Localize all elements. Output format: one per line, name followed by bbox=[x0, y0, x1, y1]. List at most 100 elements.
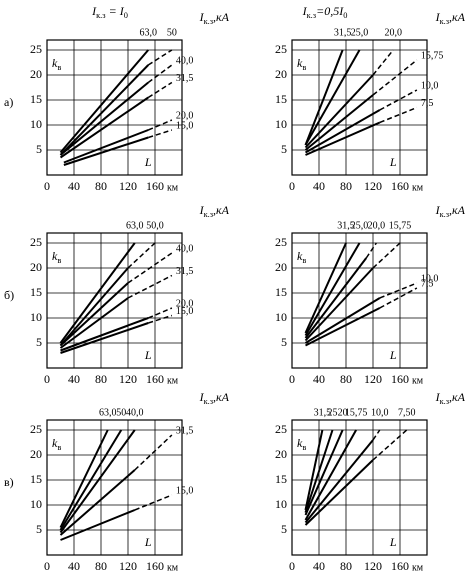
series-line bbox=[305, 109, 381, 154]
series-line bbox=[304, 459, 374, 526]
y-tick-label: 20 bbox=[275, 260, 287, 274]
series-label: 63,0 bbox=[126, 220, 144, 231]
series-line bbox=[304, 297, 381, 344]
y-label-part: в bbox=[57, 63, 61, 72]
series-line bbox=[147, 64, 173, 84]
series-label: 20,0 bbox=[176, 298, 194, 309]
x-tick-label: 0 bbox=[289, 372, 295, 386]
series-line bbox=[304, 429, 324, 511]
series-line bbox=[147, 81, 173, 99]
legend-title-part: ,кА bbox=[449, 10, 466, 24]
series-label: 50,0 bbox=[146, 220, 164, 231]
series-label: 31,5 bbox=[314, 407, 332, 418]
series-line bbox=[59, 96, 149, 159]
series-label: 25,0 bbox=[351, 27, 369, 38]
y-label-bg bbox=[295, 251, 311, 266]
series-line bbox=[304, 429, 344, 516]
series-line bbox=[59, 242, 136, 344]
y-tick-label: 10 bbox=[30, 117, 42, 131]
series-label: 20,0 bbox=[176, 110, 194, 121]
x-label-bg bbox=[387, 155, 400, 169]
column-header-part: к.з bbox=[96, 11, 106, 20]
x-tick-label: 40 bbox=[313, 559, 325, 573]
series-line bbox=[304, 267, 374, 342]
series-line bbox=[304, 439, 374, 524]
y-tick-label: 25 bbox=[275, 422, 287, 436]
series-label: 63,0 bbox=[99, 407, 117, 418]
y-label-bg bbox=[295, 438, 311, 453]
x-tick-label: 40 bbox=[68, 372, 80, 386]
x-tick-label: 0 bbox=[44, 559, 50, 573]
y-label: kв bbox=[297, 56, 306, 73]
x-unit: км bbox=[167, 375, 179, 386]
series-line bbox=[304, 242, 361, 337]
y-label: kв bbox=[297, 249, 306, 266]
series-label: 7,5 bbox=[421, 98, 434, 109]
x-tick-label: 40 bbox=[313, 179, 325, 193]
x-unit: км bbox=[412, 182, 424, 193]
legend-title-part: к.з bbox=[204, 210, 214, 219]
series-line bbox=[372, 49, 394, 76]
column-header-part: к.з bbox=[307, 11, 317, 20]
y-tick-label: 10 bbox=[30, 497, 42, 511]
series-line bbox=[59, 429, 136, 534]
series-label: 10,0 bbox=[371, 407, 389, 418]
y-label-part: k bbox=[52, 249, 58, 263]
series-label: 31,5 bbox=[176, 266, 194, 277]
series-line bbox=[379, 106, 418, 124]
legend-title-part: к.з bbox=[440, 397, 450, 406]
x-tick-label: 80 bbox=[95, 372, 107, 386]
y-tick-label: 20 bbox=[30, 67, 42, 81]
column-header-part: I bbox=[91, 4, 97, 18]
series-line bbox=[365, 242, 377, 259]
x-label-bg bbox=[142, 348, 155, 362]
y-tick-label: 20 bbox=[30, 447, 42, 461]
series-line bbox=[127, 274, 173, 299]
y-label: kв bbox=[297, 436, 306, 453]
series-line bbox=[304, 49, 361, 146]
legend-title-part: I bbox=[435, 203, 441, 217]
y-tick-label: 15 bbox=[275, 472, 287, 486]
y-tick-label: 5 bbox=[36, 142, 42, 156]
x-label-bg bbox=[387, 535, 400, 549]
series-label: 7,50 bbox=[398, 407, 416, 418]
plot-frame bbox=[291, 419, 428, 556]
series-line bbox=[304, 94, 374, 151]
x-tick-label: 80 bbox=[340, 559, 352, 573]
column-header-part: 0 bbox=[343, 11, 347, 20]
series-label: 31,5 bbox=[176, 425, 194, 436]
y-label: kв bbox=[52, 56, 61, 73]
y-label-bg bbox=[50, 438, 66, 453]
series-line bbox=[134, 494, 173, 511]
series-label: 15,0 bbox=[176, 306, 194, 317]
series-line bbox=[147, 49, 173, 66]
x-tick-label: 0 bbox=[44, 372, 50, 386]
y-label-part: в bbox=[57, 443, 61, 452]
series-line bbox=[372, 242, 401, 269]
column-header-part: 0 bbox=[124, 11, 128, 20]
x-label-bg bbox=[142, 155, 155, 169]
series-label: 10,0 bbox=[421, 80, 439, 91]
x-label: L bbox=[144, 155, 152, 169]
column-header: Iк.з = I0 bbox=[91, 4, 128, 21]
y-tick-label: 20 bbox=[275, 447, 287, 461]
series-line bbox=[305, 121, 381, 156]
series-line bbox=[63, 129, 149, 164]
y-tick-label: 15 bbox=[275, 285, 287, 299]
x-tick-label: 160 bbox=[146, 372, 164, 386]
series-line bbox=[148, 129, 173, 139]
x-tick-label: 0 bbox=[44, 179, 50, 193]
x-label: L bbox=[144, 348, 152, 362]
legend-title-part: к.з bbox=[440, 210, 450, 219]
row-label: в) bbox=[4, 475, 14, 489]
y-label-part: в bbox=[302, 443, 306, 452]
y-label-part: k bbox=[297, 436, 303, 450]
x-tick-label: 80 bbox=[340, 179, 352, 193]
series-line bbox=[59, 282, 129, 347]
legend-title-part: к.з bbox=[440, 17, 450, 26]
series-label: 63,0 bbox=[140, 27, 158, 38]
legend-title: Iк.з,кА bbox=[199, 203, 230, 220]
y-tick-label: 25 bbox=[30, 422, 42, 436]
y-tick-label: 10 bbox=[275, 117, 287, 131]
